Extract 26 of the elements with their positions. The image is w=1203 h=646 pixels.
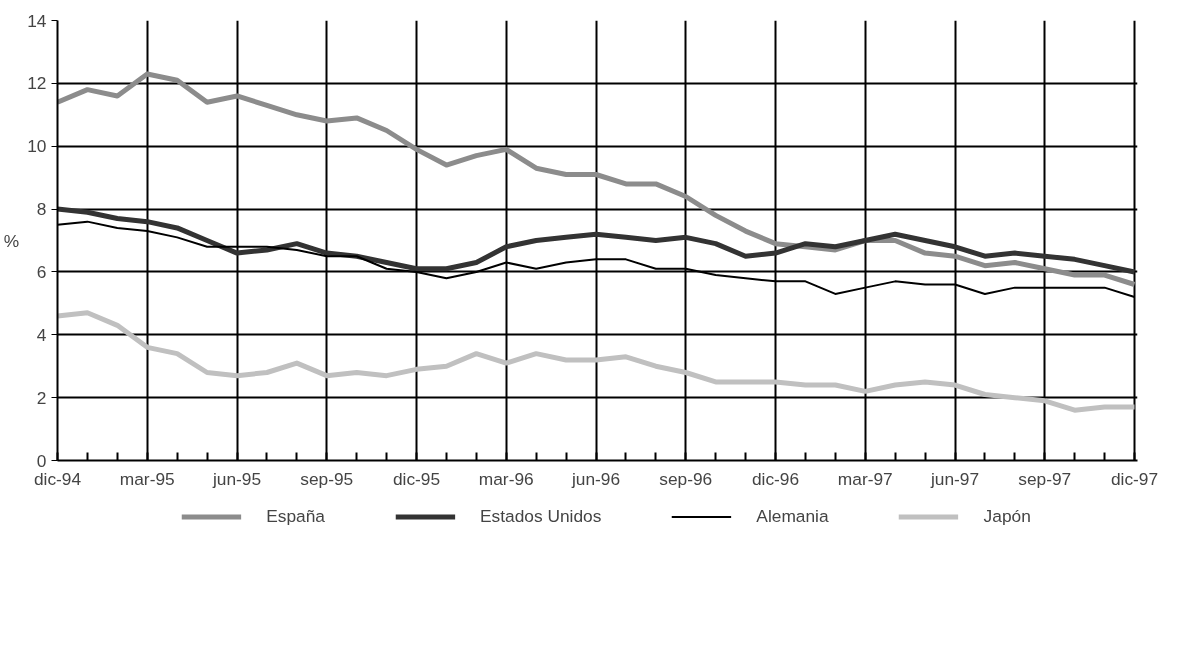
x-tick-label: dic-96 — [751, 468, 800, 489]
y-tick-label: 2 — [36, 387, 47, 408]
x-tick-label: mar-95 — [119, 468, 175, 489]
x-tick-label: jun-95 — [211, 468, 262, 489]
x-tick-label: sep-95 — [300, 468, 354, 489]
x-tick-label: jun-97 — [929, 468, 980, 489]
y-tick-label: 8 — [36, 199, 47, 220]
y-tick-label: 10 — [27, 136, 47, 157]
x-tick-label: sep-97 — [1018, 468, 1072, 489]
y-tick-label: 14 — [27, 10, 47, 31]
y-tick-label: 12 — [27, 73, 47, 94]
y-tick-label: 6 — [36, 261, 47, 282]
y-tick-label: 4 — [36, 324, 47, 345]
y-axis-title: % — [3, 230, 20, 251]
x-tick-label: mar-96 — [478, 468, 534, 489]
legend-label: Estados Unidos — [479, 505, 602, 527]
legend-label: España — [266, 505, 325, 527]
x-tick-label: mar-97 — [837, 468, 893, 489]
x-tick-label: dic-95 — [392, 468, 441, 489]
y-tick-label: 0 — [36, 450, 47, 471]
x-tick-label: sep-96 — [659, 468, 713, 489]
x-tick-label: dic-97 — [1110, 468, 1159, 489]
x-tick-label: jun-96 — [570, 468, 621, 489]
legend-label: Japón — [983, 505, 1031, 527]
x-tick-label: dic-94 — [33, 468, 82, 489]
legend-label: Alemania — [756, 505, 829, 527]
